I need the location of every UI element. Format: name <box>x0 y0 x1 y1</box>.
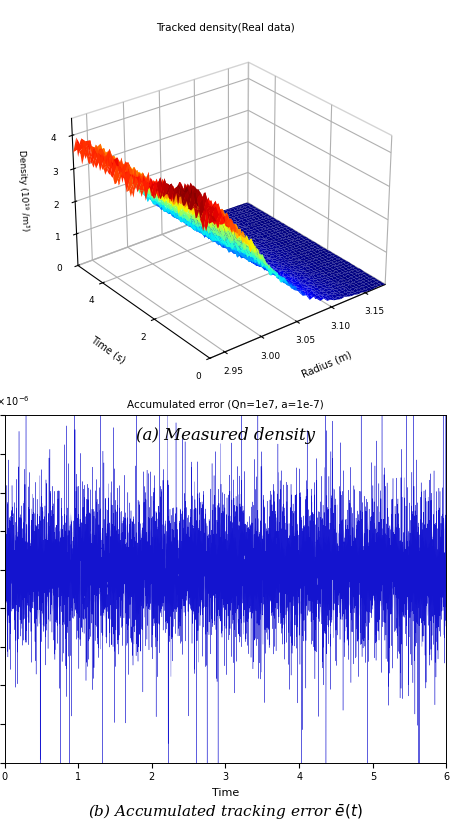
Text: (a) Measured density: (a) Measured density <box>136 427 315 444</box>
Text: (b) Accumulated tracking error $\bar{e}(t)$: (b) Accumulated tracking error $\bar{e}(… <box>88 803 363 822</box>
X-axis label: Time: Time <box>212 788 239 798</box>
Text: $\times\,10^{-6}$: $\times\,10^{-6}$ <box>0 395 30 408</box>
X-axis label: Radius (m): Radius (m) <box>301 349 354 380</box>
Title: Accumulated error (Qn=1e7, a=1e-7): Accumulated error (Qn=1e7, a=1e-7) <box>127 399 324 409</box>
Y-axis label: Time (s): Time (s) <box>89 334 127 365</box>
Title: Tracked density(Real data): Tracked density(Real data) <box>156 23 295 33</box>
